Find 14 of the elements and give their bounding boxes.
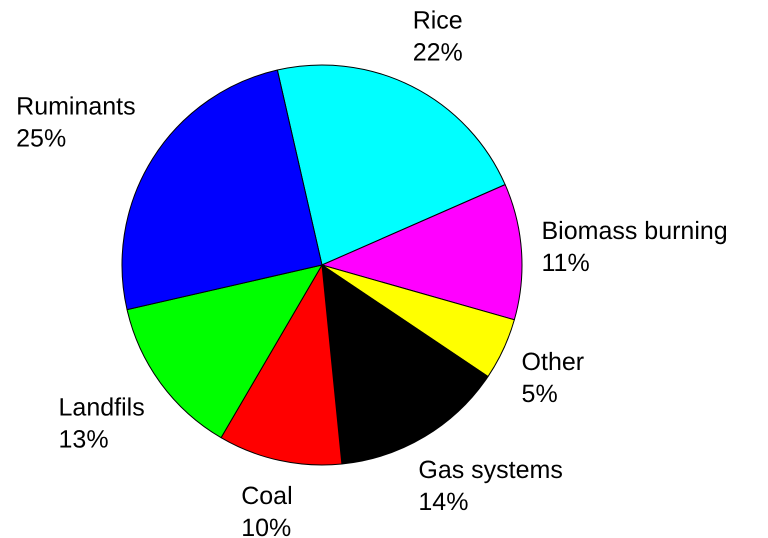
slice-label: Coal [241,482,293,510]
slice-label: Other [522,348,584,376]
slice-label: Rice [412,6,463,34]
data-label: 11% [541,248,590,277]
data-label: 25% [16,124,66,153]
slice-label: Landfils [58,394,145,422]
data-label: 5% [522,380,558,408]
slice-label: Gas systems [418,456,563,484]
slice-label: Biomass burning [541,216,728,245]
data-label: 22% [412,38,463,66]
data-label: 14% [418,488,468,516]
data-label: 13% [58,426,109,454]
slice-label: Ruminants [16,92,136,121]
data-label: 10% [241,514,292,538]
